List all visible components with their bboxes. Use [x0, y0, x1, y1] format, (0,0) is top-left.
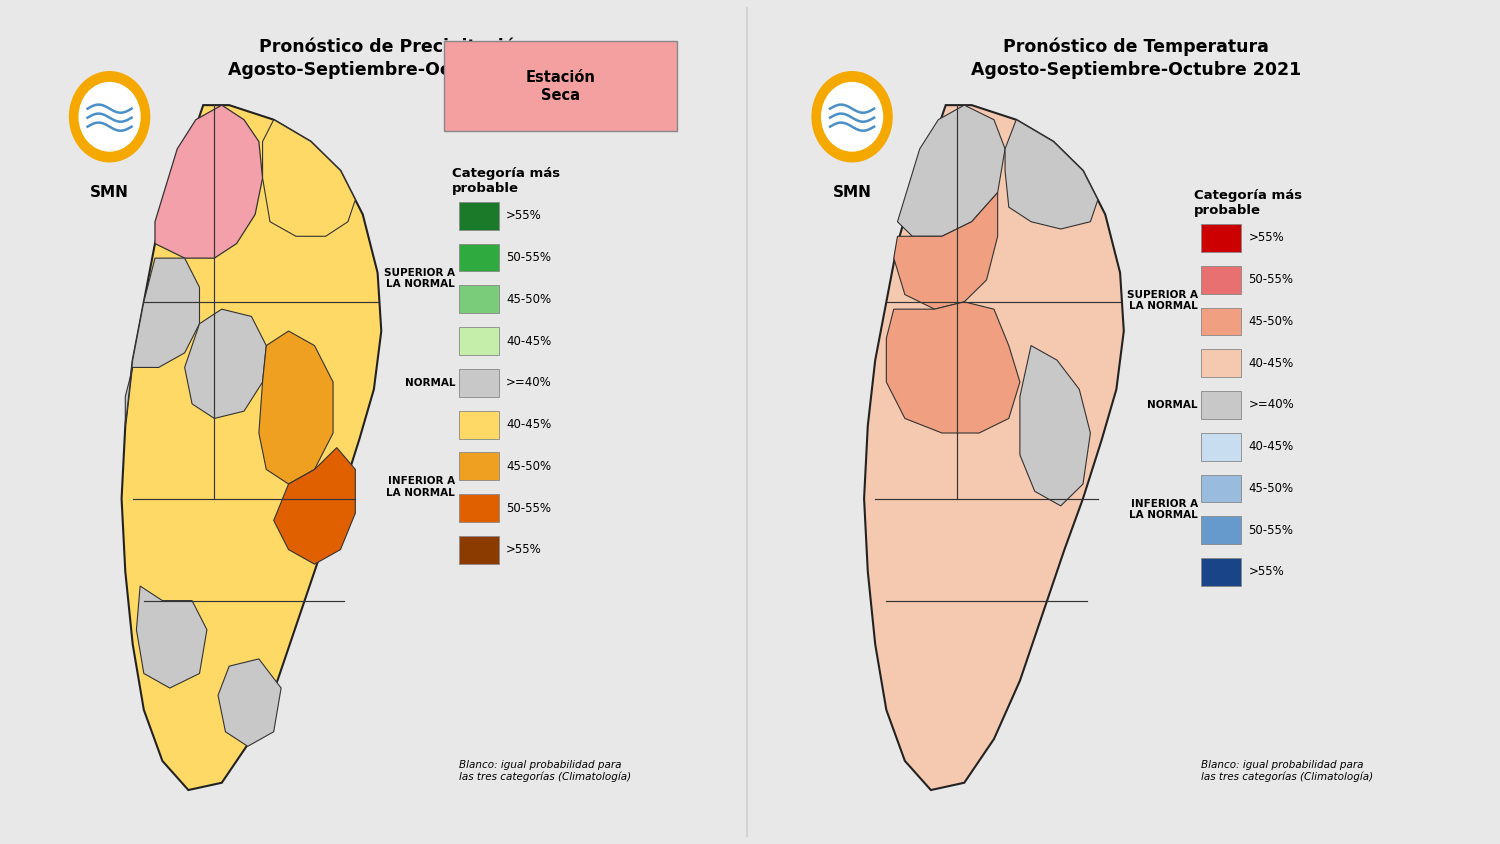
Polygon shape [897, 106, 1005, 236]
Polygon shape [260, 331, 333, 484]
Text: Blanco: igual probabilidad para
las tres categorías (Climatología): Blanco: igual probabilidad para las tres… [1202, 760, 1374, 782]
Text: 50-55%: 50-55% [1248, 523, 1293, 537]
Circle shape [812, 72, 892, 162]
Text: Categoría más
probable: Categoría más probable [452, 167, 560, 195]
Bar [1202, 474, 1242, 502]
Text: >55%: >55% [506, 209, 542, 222]
Bar [459, 495, 500, 522]
Text: NORMAL: NORMAL [405, 378, 454, 388]
Text: INFERIOR A
LA NORMAL: INFERIOR A LA NORMAL [387, 476, 454, 498]
Text: 50-55%: 50-55% [506, 251, 550, 264]
Bar [1202, 558, 1242, 586]
Bar [459, 411, 500, 439]
Text: Estación
Seca: Estación Seca [525, 70, 596, 103]
Text: >55%: >55% [1248, 231, 1284, 245]
Text: 45-50%: 45-50% [506, 293, 550, 306]
Polygon shape [217, 659, 280, 746]
Bar [1202, 224, 1242, 252]
Circle shape [822, 83, 882, 151]
Text: Pronóstico de Temperatura
Agosto-Septiembre-Octubre 2021: Pronóstico de Temperatura Agosto-Septiem… [970, 37, 1300, 79]
Text: >55%: >55% [1248, 565, 1284, 578]
Polygon shape [184, 309, 267, 419]
Text: SMN: SMN [90, 185, 129, 200]
Bar [459, 202, 500, 230]
FancyBboxPatch shape [444, 41, 676, 132]
Bar [459, 285, 500, 313]
Bar [1202, 349, 1242, 377]
Polygon shape [1020, 345, 1090, 506]
Polygon shape [136, 586, 207, 688]
Polygon shape [1005, 120, 1098, 229]
Polygon shape [154, 106, 262, 258]
Bar [459, 244, 500, 272]
Text: 45-50%: 45-50% [506, 460, 550, 473]
Text: Pronóstico de Precipitación
Agosto-Septiembre-Octubre 2021: Pronóstico de Precipitación Agosto-Septi… [228, 37, 558, 79]
Circle shape [69, 72, 150, 162]
Polygon shape [262, 120, 356, 236]
Text: Blanco: igual probabilidad para
las tres categorías (Climatología): Blanco: igual probabilidad para las tres… [459, 760, 632, 782]
Text: 40-45%: 40-45% [506, 418, 552, 431]
Bar [1202, 517, 1242, 544]
Polygon shape [126, 258, 200, 425]
Bar [1202, 266, 1242, 294]
Text: INFERIOR A
LA NORMAL: INFERIOR A LA NORMAL [1130, 499, 1197, 520]
Text: 45-50%: 45-50% [1248, 482, 1293, 495]
Bar [1202, 433, 1242, 461]
Bar [459, 327, 500, 355]
Text: Categoría más
probable: Categoría más probable [1194, 189, 1302, 217]
Text: 40-45%: 40-45% [1248, 357, 1294, 370]
Polygon shape [894, 192, 998, 309]
Text: >=40%: >=40% [506, 376, 552, 389]
Text: 50-55%: 50-55% [1248, 273, 1293, 286]
Text: 40-45%: 40-45% [1248, 441, 1294, 453]
Polygon shape [886, 302, 1020, 433]
Text: NORMAL: NORMAL [1148, 400, 1197, 410]
Text: 40-45%: 40-45% [506, 334, 552, 348]
Bar [1202, 307, 1242, 335]
Text: SUPERIOR A
LA NORMAL: SUPERIOR A LA NORMAL [384, 268, 454, 289]
Polygon shape [122, 106, 381, 790]
Text: SMN: SMN [833, 185, 872, 200]
Bar [459, 452, 500, 480]
Bar [459, 536, 500, 564]
Text: 50-55%: 50-55% [506, 501, 550, 515]
Text: >=40%: >=40% [1248, 398, 1294, 411]
Text: SUPERIOR A
LA NORMAL: SUPERIOR A LA NORMAL [1126, 289, 1197, 311]
Text: >55%: >55% [506, 544, 542, 556]
Polygon shape [864, 106, 1124, 790]
Polygon shape [273, 447, 356, 564]
Text: 45-50%: 45-50% [1248, 315, 1293, 328]
Bar [1202, 391, 1242, 419]
Bar [459, 369, 500, 397]
Circle shape [80, 83, 140, 151]
